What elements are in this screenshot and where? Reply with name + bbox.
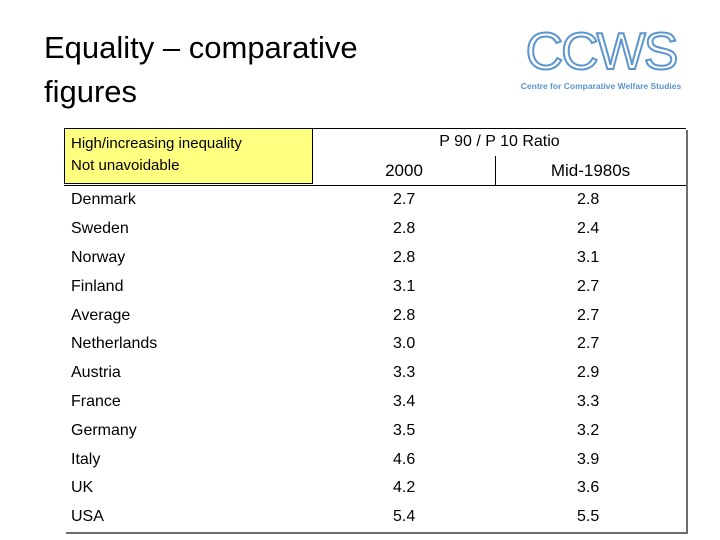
value-mid-1980s-cell: 2.9	[577, 364, 600, 382]
value-2000-cell: 3.1	[393, 277, 416, 295]
table-row: Netherlands 3.0 2.7	[64, 330, 686, 359]
table-row: Germany 3.5 3.2	[64, 416, 686, 445]
country-cell: Italy	[71, 450, 101, 468]
header-note-line1: High/increasing inequality	[71, 135, 242, 152]
country-cell: Sweden	[71, 220, 129, 238]
value-mid-1980s-cell: 3.1	[577, 248, 600, 266]
value-2000-cell: 4.2	[393, 479, 416, 497]
value-2000-cell: 4.6	[393, 450, 416, 468]
value-2000-cell: 3.0	[393, 335, 416, 353]
table-row: Finland 3.1 2.7	[64, 272, 686, 301]
value-mid-1980s-cell: 2.7	[577, 277, 600, 295]
table-row: France 3.4 3.3	[64, 388, 686, 417]
value-2000-cell: 3.5	[393, 421, 416, 439]
country-cell: Germany	[71, 421, 137, 439]
table-body: Denmark 2.7 2.8 Sweden 2.8 2.4 Norway 2.8 3.1 Fin…	[64, 186, 686, 532]
column-header-mid-1980s: Mid-1980s	[550, 161, 631, 180]
header-note-box: High/increasing inequality Not unavoidab…	[64, 128, 313, 184]
header-rule	[64, 185, 686, 186]
table-row: Denmark 2.7 2.8	[64, 186, 686, 215]
table-row: Average 2.8 2.7	[64, 301, 686, 330]
country-cell: Finland	[71, 277, 124, 295]
value-mid-1980s-cell: 2.8	[577, 191, 600, 209]
table-row: UK 4.2 3.6	[64, 474, 686, 503]
value-2000-cell: 2.8	[393, 220, 416, 238]
slide-title: Equality – comparative figures	[44, 30, 358, 109]
value-mid-1980s-cell: 2.4	[577, 220, 600, 238]
column-divider	[495, 156, 496, 186]
value-mid-1980s-cell: 2.7	[577, 335, 600, 353]
table-row: Austria 3.3 2.9	[64, 359, 686, 388]
column-header-2000: 2000	[385, 161, 423, 180]
group-header: P 90 / P 10 Ratio	[439, 133, 560, 150]
value-mid-1980s-cell: 5.5	[577, 508, 600, 526]
value-mid-1980s-cell: 3.6	[577, 479, 600, 497]
logo-mark: CCWS	[525, 23, 680, 81]
country-cell: UK	[71, 479, 94, 497]
value-2000-cell: 3.3	[393, 364, 416, 382]
value-mid-1980s-cell: 3.3	[577, 392, 600, 410]
country-cell: Austria	[71, 364, 121, 382]
ccws-logo: CCWS Centre for Comparative Welfare Stud…	[512, 23, 690, 96]
value-2000-cell: 5.4	[393, 508, 416, 526]
value-mid-1980s-cell: 3.2	[577, 421, 600, 439]
country-cell: Denmark	[71, 191, 136, 209]
header-top-rule	[313, 128, 686, 129]
country-cell: Netherlands	[71, 335, 158, 353]
value-mid-1980s-cell: 2.7	[577, 306, 600, 324]
value-2000-cell: 3.4	[393, 392, 416, 410]
ratio-table: High/increasing inequality Not unavoidab…	[64, 128, 686, 532]
table-row: Norway 2.8 3.1	[64, 244, 686, 273]
table-row: Italy 4.6 3.9	[64, 445, 686, 474]
country-cell: USA	[71, 508, 104, 526]
value-mid-1980s-cell: 3.9	[577, 450, 600, 468]
table-row: USA 5.4 5.5	[64, 503, 686, 532]
header-note-line2: Not unavoidable	[71, 157, 180, 174]
country-cell: Average	[71, 306, 131, 324]
value-2000-cell: 2.8	[393, 306, 416, 324]
logo-subtitle: Centre for Comparative Welfare Studies	[520, 81, 682, 91]
value-2000-cell: 2.7	[393, 191, 416, 209]
country-cell: France	[71, 392, 121, 410]
country-cell: Norway	[71, 248, 126, 266]
value-2000-cell: 2.8	[393, 248, 416, 266]
table-row: Sweden 2.8 2.4	[64, 215, 686, 244]
